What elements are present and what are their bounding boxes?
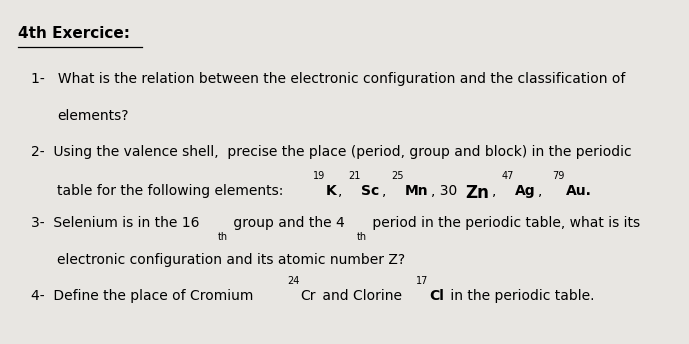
Text: Zn: Zn xyxy=(465,184,489,202)
Text: period in the periodic table, what is its: period in the periodic table, what is it… xyxy=(368,216,640,230)
Text: 19: 19 xyxy=(313,171,325,181)
Text: 17: 17 xyxy=(415,276,428,286)
Text: 1-   What is the relation between the electronic configuration and the classific: 1- What is the relation between the elec… xyxy=(31,72,626,86)
Text: 4-  Define the place of Cromium: 4- Define the place of Cromium xyxy=(31,289,263,303)
Text: 21: 21 xyxy=(348,171,360,181)
Text: Au.: Au. xyxy=(566,184,592,198)
Text: electronic configuration and its atomic number Z?: electronic configuration and its atomic … xyxy=(57,253,405,267)
Text: th: th xyxy=(357,232,367,242)
Text: 79: 79 xyxy=(553,171,565,181)
Text: K: K xyxy=(326,184,337,198)
Text: elements?: elements? xyxy=(57,109,129,123)
Text: ,: , xyxy=(492,184,500,198)
Text: ,: , xyxy=(538,184,551,198)
Text: in the periodic table.: in the periodic table. xyxy=(446,289,595,303)
Text: 4th Exercice:: 4th Exercice: xyxy=(17,26,130,42)
Text: and Clorine: and Clorine xyxy=(318,289,407,303)
Text: Mn: Mn xyxy=(405,184,429,198)
Text: Cl: Cl xyxy=(429,289,444,303)
Text: 47: 47 xyxy=(502,171,514,181)
Text: ,: , xyxy=(338,184,347,198)
Text: group and the 4: group and the 4 xyxy=(229,216,344,230)
Text: 24: 24 xyxy=(287,276,300,286)
Text: 25: 25 xyxy=(391,171,404,181)
Text: table for the following elements:: table for the following elements: xyxy=(57,184,288,198)
Text: , 30: , 30 xyxy=(431,184,462,198)
Text: Sc: Sc xyxy=(362,184,380,198)
Text: Ag: Ag xyxy=(515,184,536,198)
Text: th: th xyxy=(218,232,228,242)
Text: 2-  Using the valence shell,  precise the place (period, group and block) in the: 2- Using the valence shell, precise the … xyxy=(31,145,632,159)
Text: ,: , xyxy=(382,184,391,198)
Text: 3-  Selenium is in the 16: 3- Selenium is in the 16 xyxy=(31,216,200,230)
Text: Cr: Cr xyxy=(300,289,316,303)
